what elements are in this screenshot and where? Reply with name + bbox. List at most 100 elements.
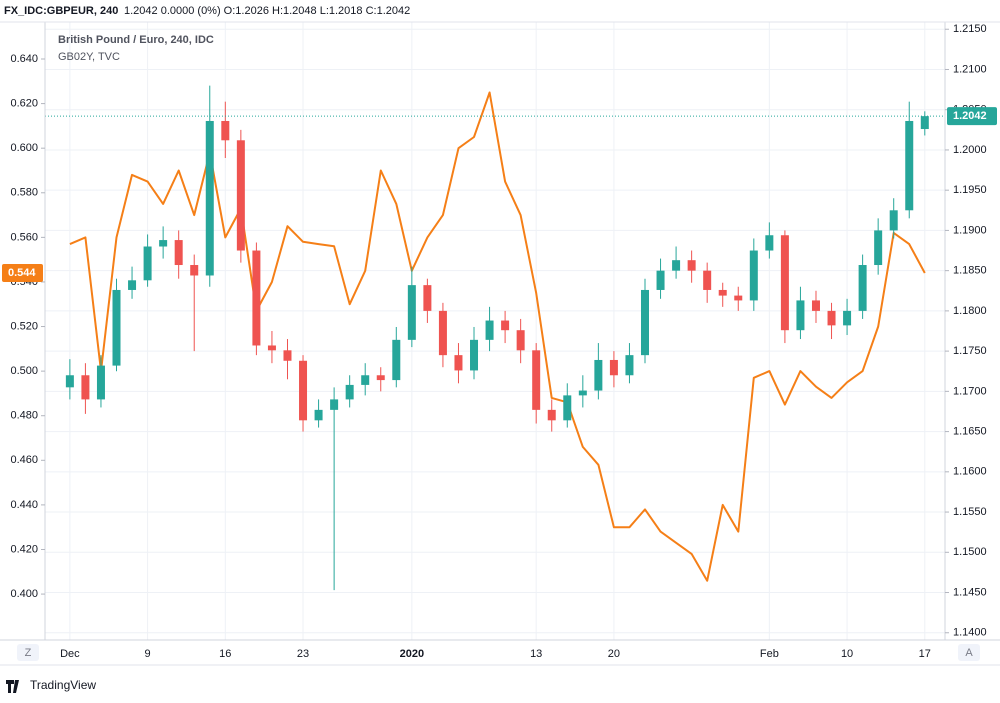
y2-tick-label: 0.640 [10,53,38,65]
y-tick-label: 1.2150 [953,23,987,35]
y-tick-label: 1.1400 [953,627,987,639]
candle-body [236,140,245,251]
last-value-label: 0.544 [8,267,36,279]
candle-body [345,384,354,400]
y2-tick-label: 0.520 [10,320,38,332]
y-tick-label: 1.1550 [953,506,987,518]
candle-body [641,289,649,356]
candle-body [407,285,416,340]
candle-body [283,350,292,361]
y2-tick-label: 0.400 [10,588,38,600]
candle-body [625,355,634,376]
candle-body [81,375,90,400]
candle-body [221,120,230,141]
candle-body [252,250,261,346]
candle-body [780,235,789,331]
x-tick-label: 20 [608,648,620,660]
plot-area [45,85,945,591]
x-tick-label: 9 [145,648,151,660]
candle-body [718,289,727,296]
candle-body [516,330,525,351]
y-tick-label: 1.1750 [953,345,987,357]
candle-body [547,409,556,421]
auto-button[interactable] [958,644,980,661]
candle-body [112,289,121,366]
candle-body [563,395,572,421]
candle-body [330,399,339,410]
candle-body [594,359,603,391]
candle-body [65,375,74,388]
last-price-label: 1.2042 [953,110,987,122]
candle-body [501,320,510,331]
candle-body [470,339,479,371]
y2-tick-label: 0.600 [10,142,38,154]
y2-tick-label: 0.420 [10,543,38,555]
candle-body [765,235,774,251]
candle-body [858,265,867,311]
candle-body [485,320,494,340]
y-tick-label: 1.2100 [953,63,987,75]
y2-tick-label: 0.440 [10,499,38,511]
candle-body [532,350,541,410]
candle-body [578,390,587,396]
y-tick-label: 1.1850 [953,265,987,277]
x-tick-label: 13 [530,648,542,660]
y2-tick-label: 0.620 [10,98,38,110]
y2-tick-label: 0.460 [10,454,38,466]
candle-body [128,280,137,290]
brand[interactable]: TradingView [30,678,96,692]
candle-body [438,310,447,356]
y-tick-label: 1.2000 [953,144,987,156]
candle-body [905,120,914,211]
candle-body [299,360,308,421]
zoom-label[interactable]: Z [25,647,32,659]
candle-body [205,120,214,276]
candle-body [159,240,168,247]
last-price-badge [947,107,997,126]
candle-body [749,250,758,301]
x-tick-label: 10 [841,648,853,660]
brand-logo[interactable] [6,680,19,693]
candle-body [796,300,805,331]
candle-body [889,210,898,231]
zoom-button[interactable] [17,644,39,661]
y2-tick-label: 0.560 [10,231,38,243]
x-tick-label: 23 [297,648,309,660]
auto-label[interactable]: A [965,647,973,659]
candle-body [734,295,743,301]
x-tick-label: 17 [919,648,931,660]
y-tick-label: 1.1650 [953,425,987,437]
candle-body [376,375,385,381]
symbol: FX_IDC:GBPEUR, 240 [4,5,118,17]
candle-body [267,345,276,351]
chart-title: British Pound / Euro, 240, IDC [58,34,214,46]
candle-body [143,246,152,281]
last-value-badge [2,264,43,283]
candle-body [827,310,836,326]
y-tick-label: 1.1600 [953,466,987,478]
y2-tick-label: 0.580 [10,187,38,199]
candle-body [672,260,681,271]
quote: 1.2042 0.0000 (0%) O:1.2026 H:1.2048 L:1… [124,5,410,17]
y2-tick-label: 0.500 [10,365,38,377]
x-tick-label: 2020 [400,648,424,660]
candle-body [454,355,463,371]
candle-body [423,285,432,311]
y-tick-label: 1.1800 [953,305,987,317]
candle-body [703,270,712,290]
candle-body [687,260,696,271]
y-tick-label: 1.1700 [953,385,987,397]
y-tick-label: 1.1500 [953,546,987,558]
y2-tick-label: 0.480 [10,410,38,422]
x-tick-label: Dec [60,648,80,660]
x-tick-label: Feb [760,648,779,660]
candle-body [874,230,883,266]
candle-body [361,375,370,385]
y-tick-label: 1.1900 [953,224,987,236]
y-tick-label: 1.1450 [953,586,987,598]
y-tick-label: 1.1950 [953,184,987,196]
candle-body [843,310,852,326]
candle-body [96,365,105,400]
